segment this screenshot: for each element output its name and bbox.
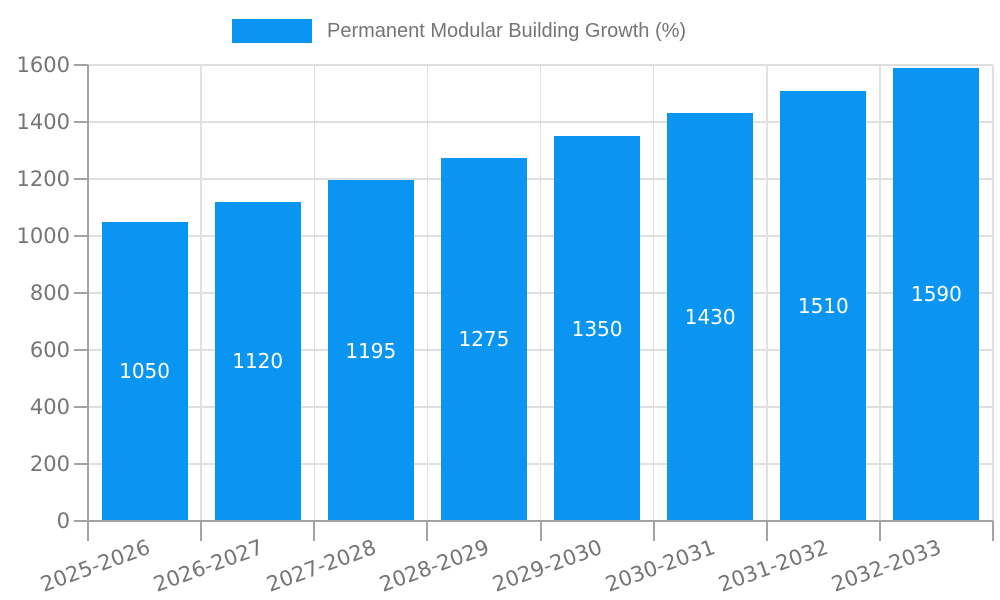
- bar: 1120: [214, 201, 301, 521]
- y-axis-tick: [74, 178, 88, 180]
- bar-value-label: 1195: [345, 338, 397, 363]
- v-gridline: [766, 65, 768, 521]
- y-tick-label: 0: [56, 509, 70, 533]
- v-gridline: [879, 65, 881, 521]
- x-axis-line: [87, 520, 993, 522]
- bar: 1050: [101, 221, 188, 521]
- bar-value-label: 1120: [232, 349, 284, 374]
- y-axis-tick: [74, 235, 88, 237]
- x-axis-tick: [200, 521, 203, 541]
- x-axis-tick: [87, 521, 89, 541]
- bar: 1275: [440, 157, 527, 521]
- v-gridline: [200, 65, 202, 521]
- legend-swatch: [232, 19, 312, 43]
- v-gridline: [652, 65, 655, 521]
- v-gridline: [539, 65, 542, 521]
- x-axis-tick: [878, 521, 881, 541]
- y-tick-label: 1000: [16, 224, 70, 248]
- bar-value-label: 1050: [119, 359, 171, 384]
- x-axis-tick: [539, 521, 542, 541]
- legend: Permanent Modular Building Growth (%): [232, 19, 686, 43]
- v-gridline: [426, 65, 429, 521]
- y-axis-tick: [74, 121, 88, 123]
- v-gridline: [992, 65, 994, 521]
- y-tick-label: 1200: [16, 167, 70, 191]
- y-tick-label: 600: [29, 338, 70, 362]
- y-tick-label: 1400: [16, 110, 70, 134]
- y-tick-label: 200: [29, 452, 70, 476]
- bar: 1195: [327, 180, 414, 521]
- x-axis-tick: [652, 521, 655, 541]
- bar-value-label: 1510: [797, 293, 849, 318]
- legend-label: Permanent Modular Building Growth (%): [327, 19, 687, 42]
- y-axis-tick: [74, 64, 88, 66]
- x-axis-tick: [992, 521, 994, 541]
- bar-value-label: 1590: [910, 282, 962, 307]
- y-axis-line: [87, 65, 89, 521]
- bar-value-label: 1430: [684, 305, 736, 330]
- y-axis-tick: [74, 292, 88, 294]
- bar-value-label: 1350: [571, 316, 623, 341]
- y-axis-tick: [74, 349, 88, 351]
- bar: 1590: [893, 67, 980, 521]
- y-axis-tick: [74, 463, 88, 465]
- y-axis-tick: [74, 406, 88, 408]
- y-tick-label: 400: [29, 395, 70, 419]
- bar: 1510: [780, 90, 867, 521]
- bar: 1430: [667, 113, 754, 521]
- bar-value-label: 1275: [458, 327, 510, 352]
- x-axis-tick: [765, 521, 768, 541]
- x-axis-tick: [426, 521, 429, 541]
- y-tick-label: 800: [29, 281, 70, 305]
- y-axis-tick: [74, 520, 88, 522]
- x-axis-tick: [313, 521, 316, 541]
- v-gridline: [313, 65, 315, 521]
- bar: 1350: [554, 136, 641, 521]
- y-tick-label: 1600: [16, 53, 70, 77]
